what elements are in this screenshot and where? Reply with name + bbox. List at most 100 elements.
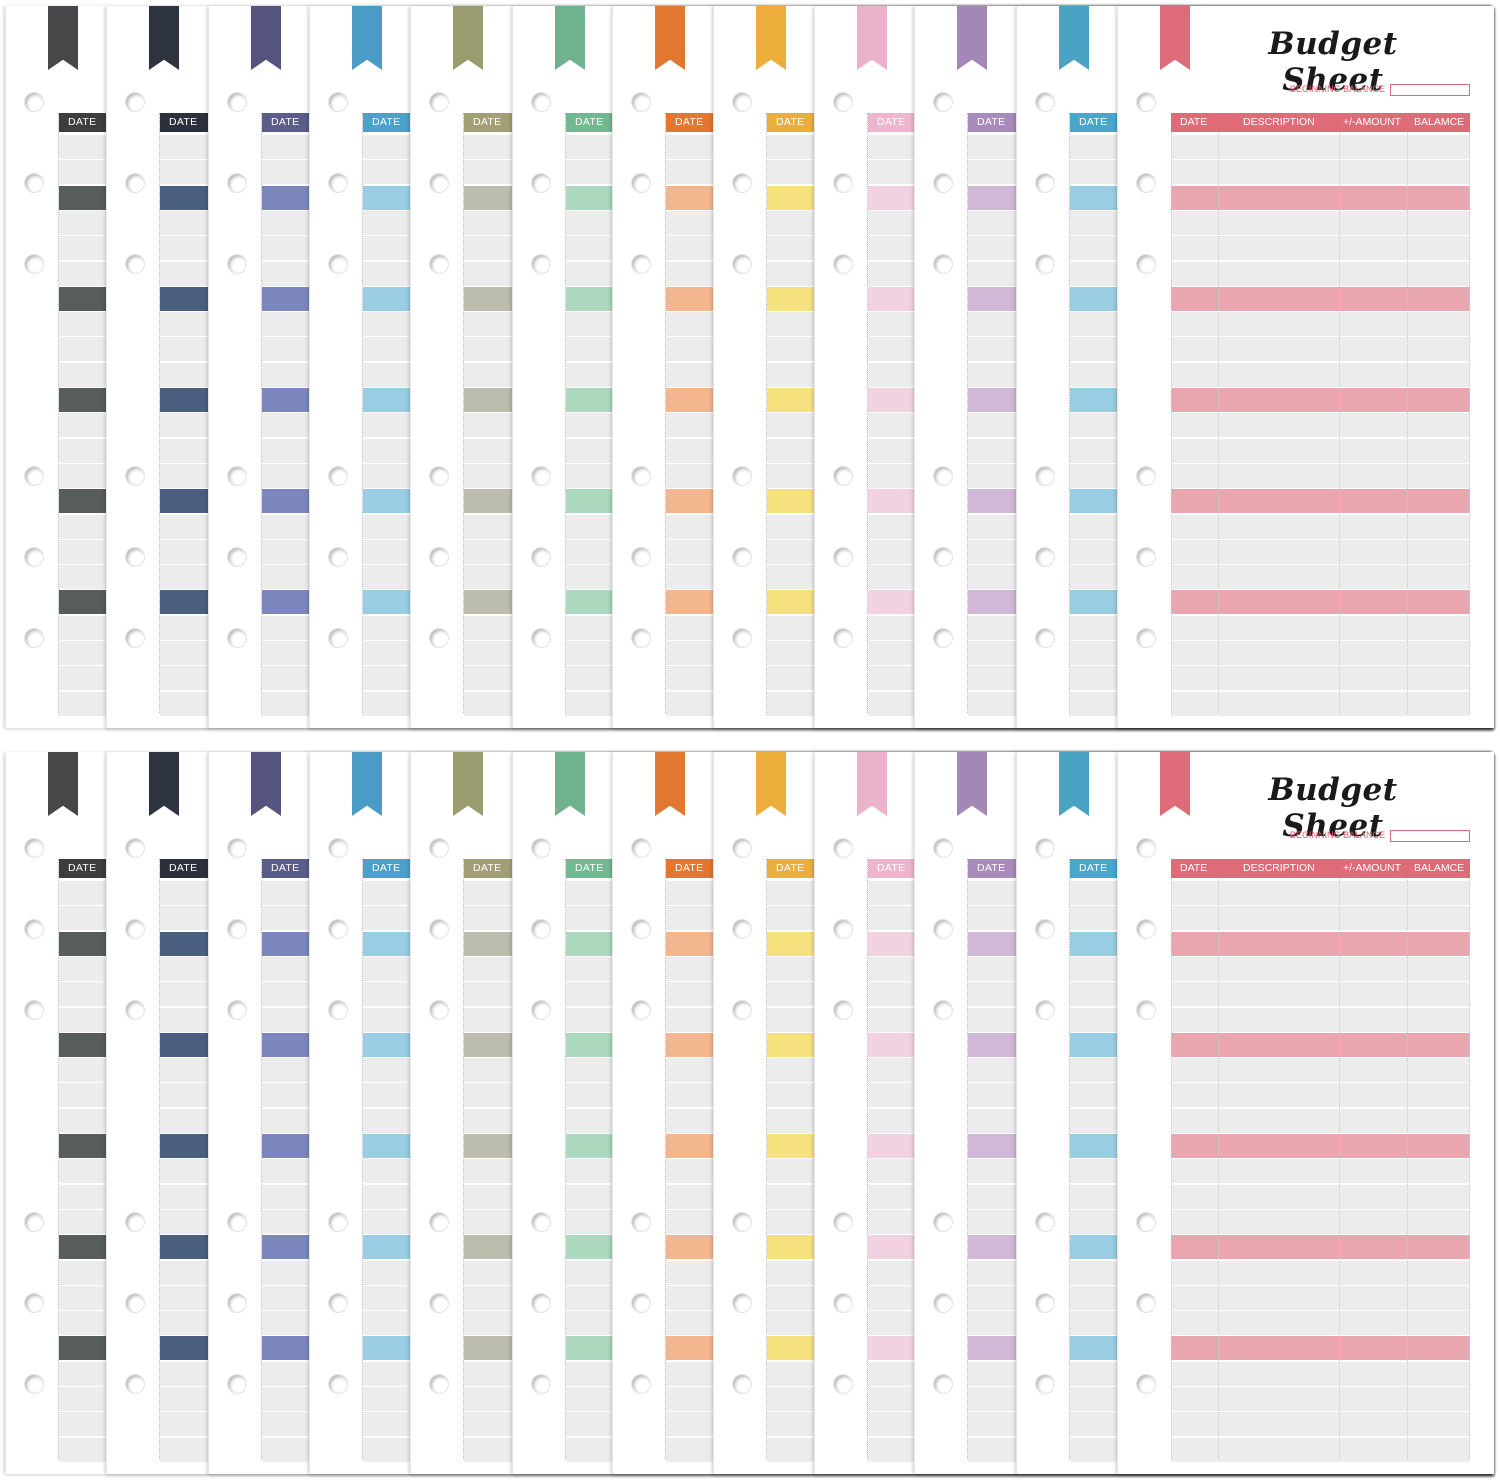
table-row-highlight <box>262 489 310 514</box>
table-row <box>464 565 512 590</box>
binder-hole <box>732 466 752 486</box>
table-row <box>262 1209 310 1234</box>
binder-hole <box>125 466 145 486</box>
table-row <box>1171 438 1470 463</box>
binder-hole <box>531 1000 551 1020</box>
binder-hole <box>429 254 449 274</box>
date-column-header: DATE <box>666 113 714 132</box>
table-row-highlight <box>1070 286 1118 311</box>
table-row-highlight <box>59 388 107 412</box>
table-row <box>968 236 1016 261</box>
table-row <box>59 312 107 337</box>
beginning-balance-label: BEGINNING BALANCE <box>1290 830 1386 840</box>
table-row <box>464 1387 512 1411</box>
binder-hole <box>429 628 449 648</box>
table-row-highlight <box>868 1235 916 1260</box>
bookmark-ribbon <box>48 752 78 816</box>
table-row <box>59 1285 107 1310</box>
binder-hole <box>531 466 551 486</box>
binder-hole <box>833 628 853 648</box>
table-row <box>363 1209 411 1234</box>
date-column: DATE <box>261 113 310 716</box>
binder-hole <box>531 254 551 274</box>
table-row-highlight <box>160 1235 208 1260</box>
table-row <box>666 312 714 337</box>
binder-hole <box>933 173 953 193</box>
binder-hole <box>833 254 853 274</box>
table-row <box>968 1209 1016 1234</box>
binder-hole <box>732 1293 752 1313</box>
table-row <box>767 1184 815 1209</box>
table-row <box>666 1058 714 1083</box>
binder-hole <box>631 173 651 193</box>
column-header: BALAMCE <box>1414 116 1465 128</box>
table-row <box>160 691 208 716</box>
table-row <box>160 881 208 905</box>
table-row <box>59 135 107 159</box>
table-row <box>868 881 916 905</box>
table-row-highlight <box>160 388 208 412</box>
budget-table: DATE DESCRIPTION +/-AMOUNT BALAMCE <box>1171 113 1470 716</box>
table-row-highlight <box>1171 1134 1470 1158</box>
binder-hole <box>531 1374 551 1394</box>
binder-hole <box>328 919 348 939</box>
table-row <box>666 1412 714 1437</box>
binder-hole <box>1136 92 1156 112</box>
table-row <box>968 956 1016 981</box>
table-row <box>1171 615 1470 640</box>
table-row-highlight <box>262 590 310 615</box>
table-row <box>262 514 310 539</box>
binder-hole <box>631 1000 651 1020</box>
table-row-highlight <box>666 590 714 615</box>
binder-hole <box>1035 466 1055 486</box>
table-row <box>767 615 815 640</box>
table-row-highlight <box>968 185 1016 210</box>
table-row <box>767 463 815 488</box>
sheet-title: Budget Sheet <box>1268 26 1398 98</box>
binder-hole <box>429 1293 449 1313</box>
table-row <box>968 539 1016 564</box>
binder-hole <box>631 838 651 858</box>
table-row-highlight <box>666 388 714 412</box>
table-row <box>262 160 310 185</box>
table-row <box>160 135 208 159</box>
table-row-highlight <box>666 286 714 311</box>
table-row-highlight <box>566 931 614 956</box>
table-row <box>1070 906 1118 931</box>
table-row-highlight <box>1070 590 1118 615</box>
table-row <box>868 1209 916 1234</box>
table-row <box>767 135 815 159</box>
table-row <box>566 1108 614 1133</box>
table-row <box>968 312 1016 337</box>
binder-hole <box>933 92 953 112</box>
date-column: DATE <box>665 113 714 716</box>
table-row <box>464 691 512 716</box>
budget-sheet-front: Budget Sheet BEGINNING BALANCE DATE DESCRIP… <box>1117 752 1494 1474</box>
table-row <box>566 1260 614 1285</box>
binder-hole <box>833 1374 853 1394</box>
bookmark-ribbon <box>453 752 483 816</box>
table-row <box>767 539 815 564</box>
column-header: DATE <box>1180 862 1208 874</box>
date-column: DATE <box>1069 859 1118 1462</box>
binder-hole <box>1136 838 1156 858</box>
table-row <box>464 362 512 387</box>
table-row <box>1171 881 1470 905</box>
binder-hole <box>933 1212 953 1232</box>
binder-hole <box>429 466 449 486</box>
table-row <box>363 1412 411 1437</box>
table-row <box>566 135 614 159</box>
table-row <box>566 1159 614 1184</box>
bookmark-ribbon <box>251 752 281 816</box>
binder-hole <box>227 1293 247 1313</box>
table-row <box>1070 1083 1118 1108</box>
column-divider <box>1339 132 1340 713</box>
binder-hole <box>429 919 449 939</box>
date-column-header: DATE <box>767 113 815 132</box>
table-row <box>566 1387 614 1411</box>
table-row <box>363 312 411 337</box>
bookmark-ribbon <box>352 752 382 816</box>
binder-hole <box>1035 628 1055 648</box>
table-row <box>363 1437 411 1462</box>
binder-hole <box>732 1374 752 1394</box>
